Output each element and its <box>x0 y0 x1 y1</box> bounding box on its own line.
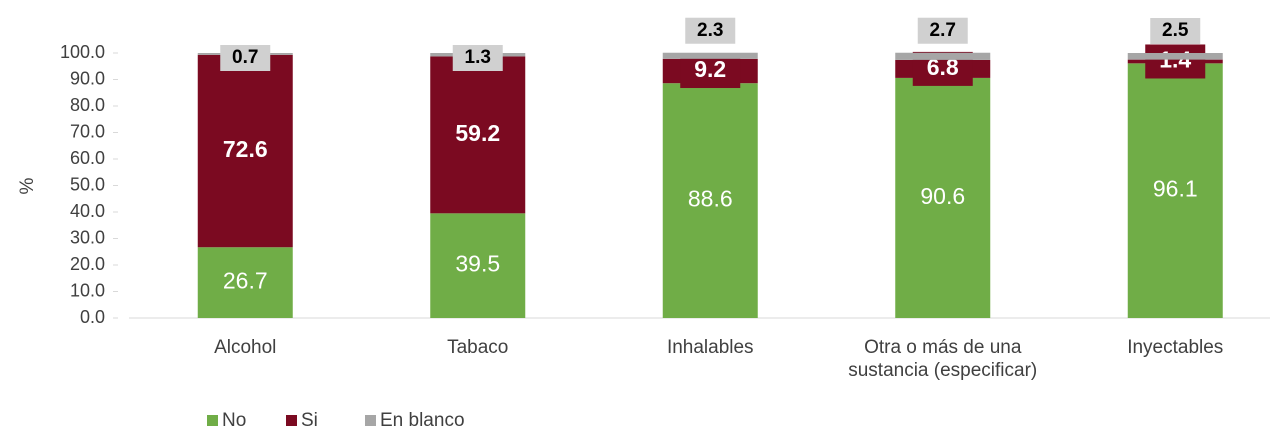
x-tick-label: Inhalables <box>666 337 754 358</box>
bar-segment <box>430 56 526 214</box>
y-tick-label: 90.0 <box>70 68 105 88</box>
data-label: 39.5 <box>455 251 500 277</box>
y-tick-label: 0.0 <box>80 307 105 327</box>
data-label: 88.6 <box>688 186 733 212</box>
data-label-box <box>685 17 736 44</box>
data-label: 2.3 <box>697 20 723 41</box>
bar-segment <box>197 247 293 318</box>
legend-label: No <box>222 410 246 431</box>
bar-segment <box>1127 63 1223 319</box>
data-label-box <box>220 45 271 71</box>
y-tick-label: 10.0 <box>70 280 105 300</box>
data-label: 9.2 <box>694 56 726 82</box>
data-label-box <box>917 17 968 44</box>
y-tick-label: 70.0 <box>70 121 105 141</box>
bar-segment <box>662 83 758 319</box>
y-axis-label: % <box>17 177 38 194</box>
data-label: 72.6 <box>223 136 268 162</box>
y-tick-label: 80.0 <box>70 95 105 115</box>
x-tick-label: Tabaco <box>447 337 509 358</box>
data-label-box <box>680 54 741 89</box>
legend-label: En blanco <box>380 410 465 431</box>
legend-swatch <box>207 415 218 426</box>
y-tick-label: 20.0 <box>70 254 105 274</box>
data-label-box <box>1150 18 1201 44</box>
bar-segment <box>662 52 758 59</box>
y-tick-label: 100.0 <box>60 42 105 62</box>
legend-swatch <box>286 415 297 426</box>
data-label-box <box>452 45 503 71</box>
y-tick-label: 60.0 <box>70 148 105 168</box>
y-tick-label: 40.0 <box>70 201 105 221</box>
x-tick-label: Alcohol <box>214 337 277 358</box>
data-label: 2.5 <box>1162 20 1189 41</box>
bar-segment <box>197 54 293 248</box>
data-label: 0.7 <box>232 47 258 68</box>
bar-segment <box>895 52 991 60</box>
y-tick-label: 50.0 <box>70 174 105 194</box>
bar-segment <box>430 213 526 318</box>
data-label: 2.7 <box>930 20 956 41</box>
y-tick-label: 30.0 <box>70 227 105 247</box>
legend-label: Si <box>301 410 318 431</box>
bar-segment <box>1127 53 1223 60</box>
data-label: 96.1 <box>1153 176 1198 202</box>
legend-swatch <box>365 415 376 426</box>
data-label: 1.3 <box>465 47 491 68</box>
x-tick-label: Inyectables <box>1127 337 1224 358</box>
data-label: 90.6 <box>920 183 965 209</box>
bar-segment <box>895 77 991 318</box>
data-label: 26.7 <box>223 268 268 294</box>
data-label-box <box>1145 44 1206 79</box>
x-tick-label: Otra o más de una sustancia (especificar… <box>848 337 1038 381</box>
data-label: 59.2 <box>455 120 500 146</box>
